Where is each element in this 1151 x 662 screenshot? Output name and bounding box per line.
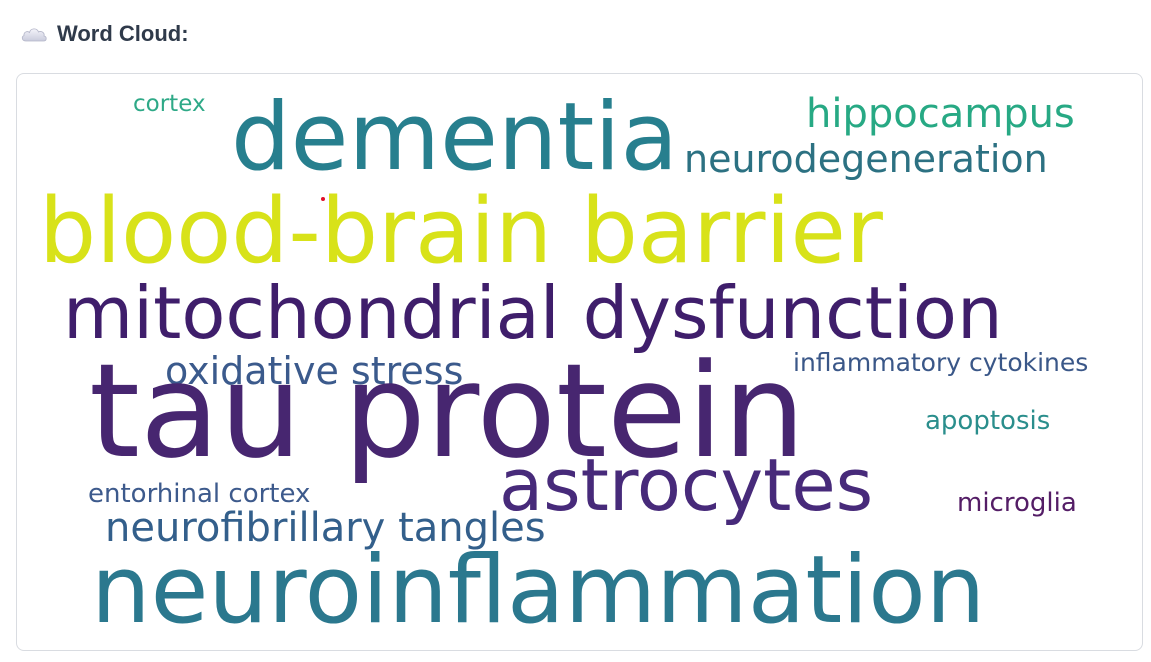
- word-entorhinal-cortex: entorhinal cortex: [88, 479, 311, 509]
- section-header: Word Cloud:: [20, 18, 189, 50]
- word-mitochondrial-dysfunction: mitochondrial dysfunction: [63, 271, 1003, 355]
- section-title: Word Cloud:: [57, 21, 189, 46]
- word-neurodegeneration: neurodegeneration: [684, 137, 1048, 181]
- word-oxidative-stress: oxidative stress: [165, 349, 464, 393]
- word-microglia: microglia: [957, 488, 1077, 518]
- word-hippocampus: hippocampus: [806, 91, 1075, 137]
- word-astrocytes: astrocytes: [499, 443, 874, 527]
- word-cloud-panel: cortex dementia hippocampus neurodegener…: [16, 73, 1143, 651]
- word-neuroinflammation: neuroinflammation: [91, 536, 986, 645]
- word-dementia: dementia: [231, 83, 679, 192]
- word-cortex: cortex: [133, 91, 206, 117]
- cloud-icon: [20, 25, 48, 43]
- word-apoptosis: apoptosis: [925, 406, 1051, 436]
- word-blood-brain-barrier: blood-brain barrier: [39, 179, 883, 284]
- word-cloud: cortex dementia hippocampus neurodegener…: [17, 74, 1142, 650]
- word-inflammatory-cytokines: inflammatory cytokines: [793, 348, 1089, 377]
- word-tau-protein: tau protein: [89, 335, 806, 487]
- marker-dot: [321, 197, 325, 201]
- word-neurofibrillary-tangles: neurofibrillary tangles: [105, 505, 546, 551]
